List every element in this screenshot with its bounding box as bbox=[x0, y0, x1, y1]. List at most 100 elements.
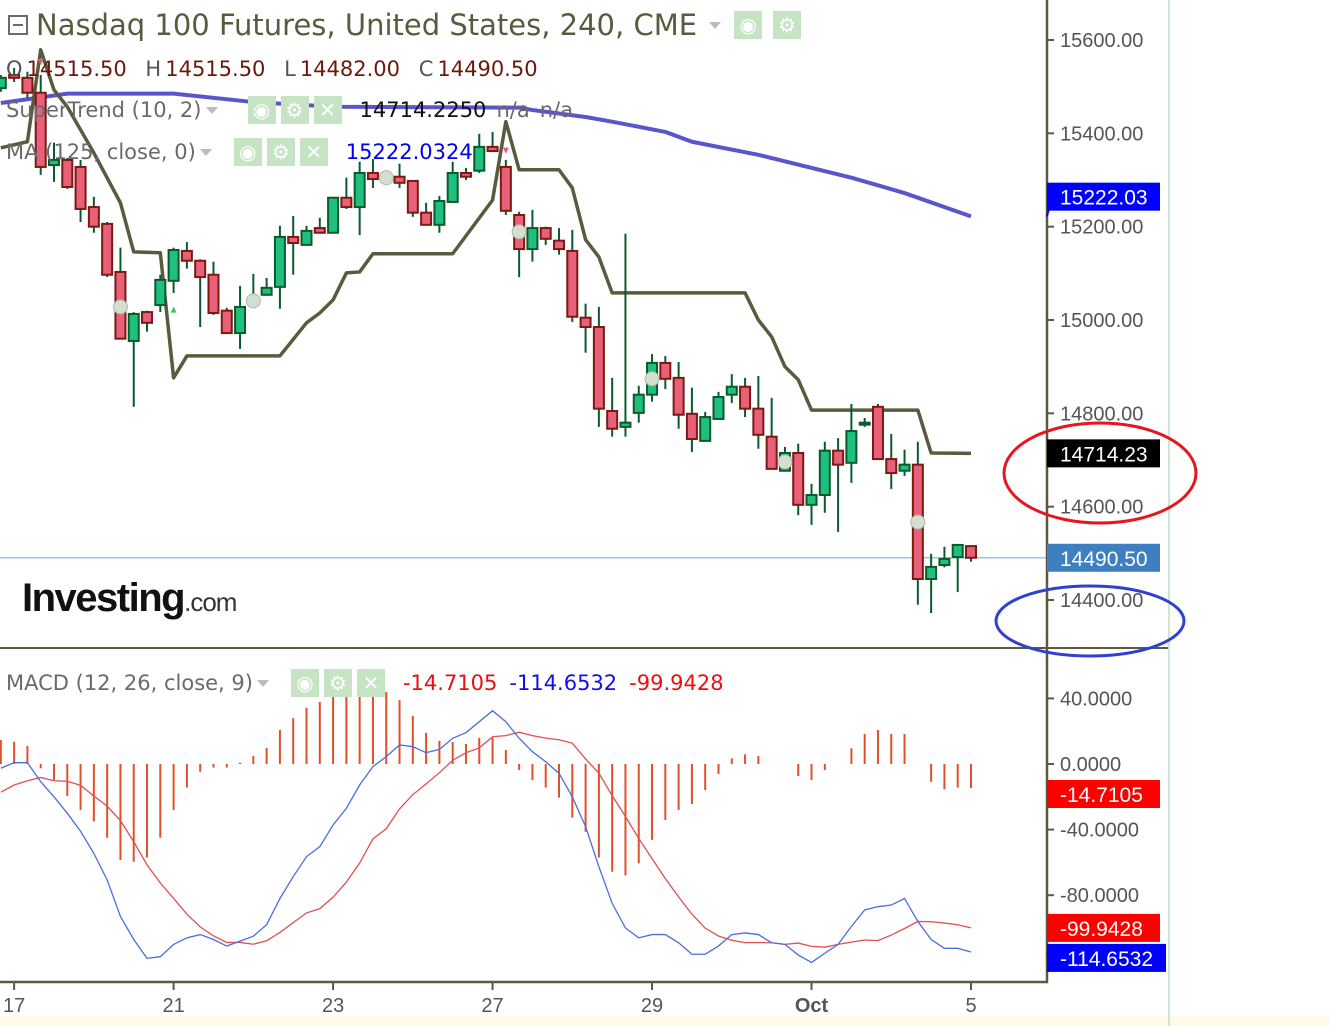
macd-value-label: -14.7105 bbox=[1060, 784, 1143, 807]
eye-icon[interactable]: ◉ bbox=[247, 96, 276, 124]
candle-body-down bbox=[74, 165, 87, 210]
candle-body-up bbox=[845, 430, 858, 464]
candle-body-down bbox=[486, 145, 499, 153]
candle bbox=[313, 217, 326, 234]
macd-signal-line bbox=[0, 731, 972, 948]
caret-down-icon[interactable] bbox=[709, 21, 722, 29]
red-annotation-ellipse bbox=[1002, 421, 1198, 525]
candle bbox=[871, 404, 884, 461]
close-icon[interactable]: ✕ bbox=[313, 96, 342, 124]
candle bbox=[513, 211, 526, 278]
candle bbox=[167, 247, 180, 293]
candle-body-up bbox=[632, 393, 645, 414]
candle bbox=[699, 411, 712, 442]
candle bbox=[21, 71, 34, 98]
candle bbox=[938, 546, 951, 568]
event-marker bbox=[245, 293, 261, 309]
candle bbox=[180, 242, 193, 269]
candle bbox=[818, 441, 831, 513]
eye-icon[interactable]: ◉ bbox=[734, 11, 763, 39]
eye-icon[interactable]: ◉ bbox=[290, 669, 319, 697]
ma-legend: MA (125, close, 0) ◉ ⚙ ✕ 15222.0324 bbox=[6, 138, 473, 166]
price-tick-label: 15600.00 bbox=[1060, 30, 1143, 52]
candle bbox=[74, 159, 87, 223]
price-label: 14490.50 bbox=[1060, 548, 1148, 571]
candle bbox=[127, 312, 140, 407]
candle-body-down bbox=[21, 76, 34, 94]
axes: 15600.00 15400.00 15200.00 15000.00 14800.00… bbox=[0, 0, 1198, 1017]
candle bbox=[539, 226, 552, 245]
time-tick-label: 23 bbox=[322, 995, 344, 1017]
event-marker bbox=[378, 170, 394, 186]
macd-label[interactable]: MACD (12, 26, close, 9) bbox=[6, 671, 253, 695]
candle bbox=[327, 196, 340, 234]
candle-body-up bbox=[154, 278, 167, 307]
candle bbox=[606, 377, 619, 437]
candle bbox=[406, 179, 419, 217]
gear-icon[interactable]: ⚙ bbox=[266, 138, 295, 166]
collapse-square-icon[interactable] bbox=[8, 15, 28, 35]
candle-body-down bbox=[340, 196, 353, 209]
candle-body-up bbox=[951, 543, 964, 559]
chart-title-bar: Nasdaq 100 Futures, United States, 240, … bbox=[8, 8, 802, 42]
eye-icon[interactable]: ◉ bbox=[233, 138, 262, 166]
candle-body-down bbox=[592, 326, 605, 410]
price-tick-label: 14600.00 bbox=[1060, 497, 1143, 519]
candle bbox=[832, 438, 845, 532]
candle bbox=[951, 543, 964, 593]
time-tick-label: 29 bbox=[641, 995, 663, 1017]
blue-annotation-ellipse bbox=[994, 584, 1186, 658]
candle-body-up bbox=[898, 463, 911, 472]
caret-down-icon[interactable] bbox=[205, 106, 218, 114]
logo-text: Investing bbox=[22, 576, 186, 620]
candle-body-down bbox=[499, 165, 512, 212]
candle-body-up bbox=[47, 158, 60, 167]
bottom-strip bbox=[0, 1016, 1330, 1026]
candle bbox=[526, 209, 539, 262]
caret-down-icon[interactable] bbox=[199, 148, 212, 156]
candle bbox=[965, 545, 977, 562]
candle bbox=[619, 233, 632, 437]
price-tick-label: 15400.00 bbox=[1060, 123, 1143, 145]
close-value: 14490.50 bbox=[437, 57, 538, 81]
candle-body-up bbox=[273, 235, 286, 288]
candle-body-down bbox=[539, 227, 552, 240]
candle-body-up bbox=[805, 494, 818, 506]
macd-value-label-bg bbox=[1047, 913, 1160, 942]
macd-line bbox=[0, 709, 972, 964]
close-icon[interactable]: ✕ bbox=[356, 669, 385, 697]
candle-body-down bbox=[87, 206, 100, 228]
candle bbox=[287, 215, 300, 275]
event-marker bbox=[511, 224, 527, 240]
candle-body-down bbox=[871, 405, 884, 461]
candle bbox=[792, 443, 805, 516]
ohlc-readout: O 14515.50 H 14515.50 L 14482.00 C 14490.50 bbox=[6, 57, 550, 81]
event-marker bbox=[910, 514, 926, 530]
candle-body-up bbox=[699, 416, 712, 442]
gear-icon[interactable]: ⚙ bbox=[280, 96, 309, 124]
candle-body-down bbox=[885, 458, 898, 475]
caret-down-icon[interactable] bbox=[256, 679, 269, 687]
ma-label[interactable]: MA (125, close, 0) bbox=[6, 140, 196, 164]
supertrend-label[interactable]: SuperTrend (10, 2) bbox=[6, 98, 202, 122]
buy-signal-arrow bbox=[170, 306, 177, 313]
candle-body-up bbox=[725, 385, 738, 396]
macd-value-label-bg bbox=[1047, 780, 1160, 808]
candle-body-down bbox=[659, 361, 672, 380]
candle bbox=[300, 225, 313, 246]
candle-body-down bbox=[553, 239, 566, 251]
candle bbox=[499, 159, 512, 216]
candle-body-up bbox=[938, 557, 951, 567]
close-icon[interactable]: ✕ bbox=[299, 138, 328, 166]
gear-icon[interactable]: ⚙ bbox=[323, 669, 352, 697]
candle bbox=[486, 131, 499, 153]
candle-body-down bbox=[8, 74, 21, 79]
gear-icon[interactable]: ⚙ bbox=[773, 11, 802, 39]
candle-body-down bbox=[366, 172, 379, 181]
high-value: 14515.50 bbox=[165, 57, 266, 81]
candle-body-up bbox=[327, 196, 340, 234]
time-tick-label: 17 bbox=[3, 995, 25, 1017]
event-marker bbox=[644, 371, 660, 387]
candle-body-down bbox=[406, 179, 419, 214]
